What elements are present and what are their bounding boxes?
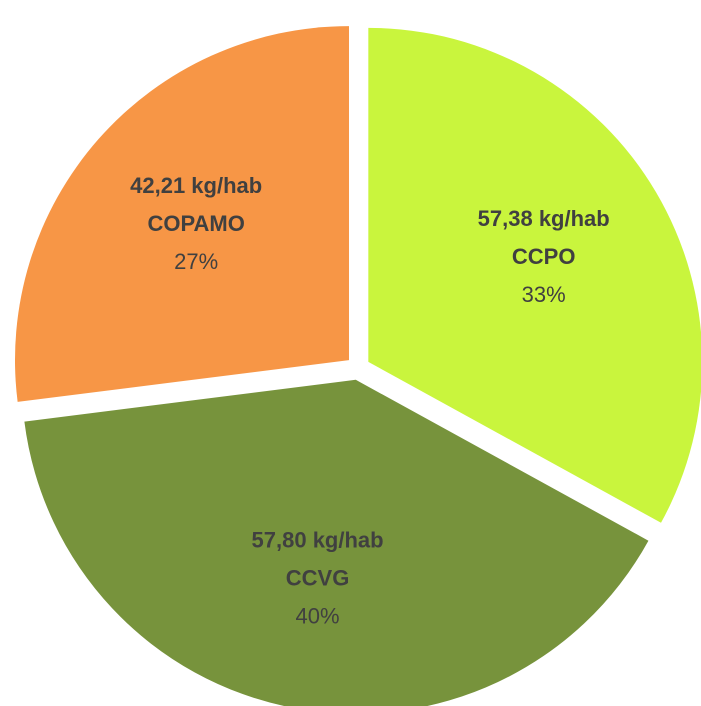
slice-name: CCPO [512, 244, 576, 269]
slice-amount: 57,80 kg/hab [252, 528, 384, 553]
pie-slice [14, 26, 349, 402]
slice-percent: 27% [174, 249, 218, 274]
pie-slice [24, 379, 649, 706]
slice-percent: 33% [522, 282, 566, 307]
slice-name: CCVG [286, 566, 350, 591]
pie-slice [368, 27, 701, 523]
slice-amount: 57,38 kg/hab [478, 206, 610, 231]
slice-percent: 40% [296, 604, 340, 629]
slice-name: COPAMO [147, 211, 244, 236]
slice-amount: 42,21 kg/hab [130, 173, 262, 198]
